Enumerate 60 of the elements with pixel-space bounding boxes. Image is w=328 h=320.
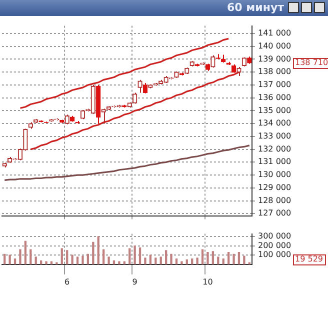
bar [24, 240, 27, 264]
bar [238, 252, 240, 264]
y-tick-label: 200 000 [258, 240, 292, 250]
bar [212, 251, 214, 264]
bar [102, 249, 105, 264]
y-tick-label: 137 000 [258, 80, 292, 90]
bar [144, 258, 146, 264]
bar [232, 254, 235, 264]
y-tick-label: 130 000 [258, 170, 292, 180]
y-tick-label: 300 000 [258, 232, 292, 241]
y-tick-label: 131 000 [258, 157, 292, 166]
y-tick-label: 132 000 [258, 144, 292, 154]
candlestick [210, 54, 216, 68]
bar [164, 250, 168, 264]
candlestick [236, 66, 242, 76]
bar [71, 254, 74, 264]
bar [108, 256, 110, 264]
y-tick-label: 139 000 [258, 54, 292, 64]
bar [66, 250, 68, 264]
y-tick-label: 100 000 [258, 250, 292, 260]
bar [180, 261, 183, 264]
bar [92, 242, 94, 264]
bar [201, 249, 204, 264]
bar [217, 256, 220, 264]
bar [45, 261, 48, 264]
y-tick-label: 127 000 [258, 208, 292, 218]
bar [76, 256, 79, 264]
bar [206, 252, 209, 264]
bar [82, 256, 84, 264]
x-tick-label: 6 [64, 277, 70, 286]
bar [8, 254, 11, 264]
bar [160, 256, 162, 264]
y-tick-label: 134 000 [258, 118, 292, 128]
y-tick-label: 141 000 [258, 28, 292, 38]
bar [170, 254, 172, 264]
candlestick [138, 79, 142, 94]
candlestick [101, 108, 106, 124]
bar [138, 247, 142, 264]
candlestick [142, 82, 148, 94]
bar [97, 236, 100, 264]
bar [134, 246, 136, 264]
text: 138 710 [295, 58, 328, 68]
y-tick-label: 136 000 [258, 92, 292, 102]
x-tick-label: 9 [132, 277, 138, 286]
bar [19, 249, 22, 264]
y-tick-label: 133 000 [258, 132, 292, 141]
bar [243, 256, 246, 264]
y-tick-label: 140 000 [258, 41, 292, 50]
bar [30, 249, 32, 264]
bar [118, 261, 120, 264]
bar [34, 256, 37, 264]
bar [227, 252, 230, 264]
x-tick-label: 10 [202, 277, 213, 286]
y-tick-label: 135 000 [258, 106, 292, 115]
chart-title: 60 минут [227, 1, 284, 14]
text: 19 529 [295, 254, 323, 264]
y-tick-label: 138 000 [258, 67, 292, 76]
y-tick-label: 129 000 [258, 182, 292, 192]
bar [196, 258, 198, 264]
y-tick-label: 128 000 [258, 196, 292, 205]
